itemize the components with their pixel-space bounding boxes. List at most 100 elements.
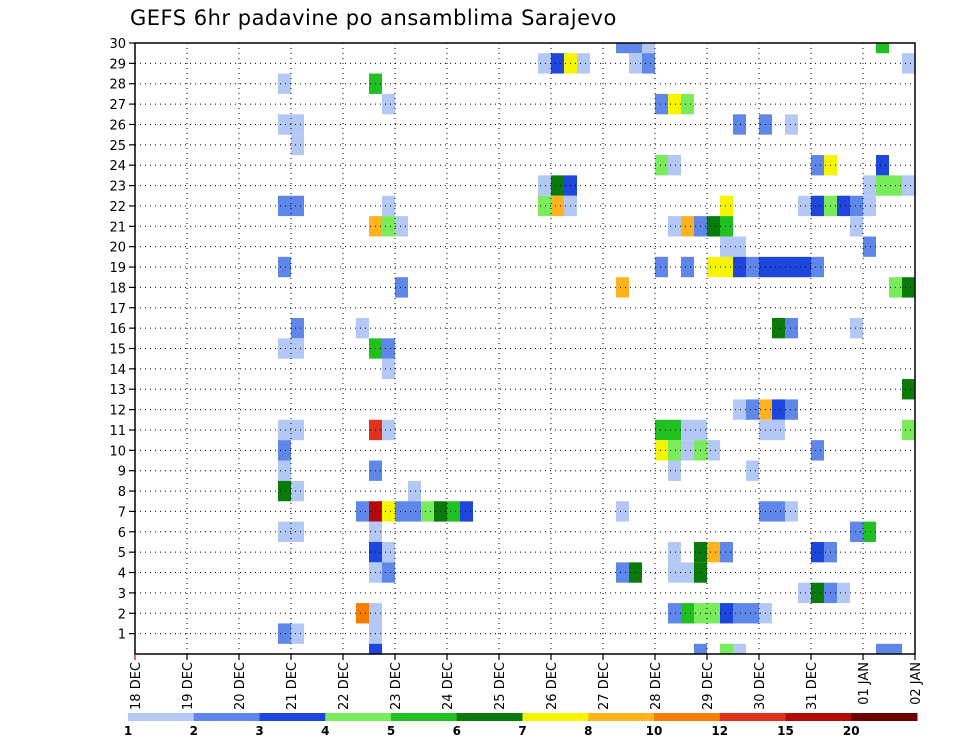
y-tick-label: 8 [118,485,126,500]
legend-label: 8 [584,724,592,738]
heatmap-cell [616,277,629,298]
y-tick-label: 2 [118,607,126,622]
heatmap-cell [655,93,668,115]
heatmap-cell [577,53,590,74]
heatmap-cell [291,623,304,644]
x-tick-label: 31 DEC [805,662,820,710]
legend-swatch [259,713,326,721]
heatmap-cell [707,440,720,461]
heatmap-cell [720,236,746,257]
heatmap-cell [551,53,564,74]
x-tick-label: 01 JAN [857,662,872,705]
x-tick-label: 20 DEC [233,662,248,710]
heatmap-cell [668,93,681,115]
heatmap-cell [681,216,694,237]
y-tick-label: 30 [109,37,126,52]
y-tick-label: 4 [118,567,126,582]
legend-swatch [522,713,589,721]
cells-layer [278,43,915,654]
y-tick-label: 29 [109,57,126,72]
legend-label: 3 [255,724,263,738]
legend-label: 4 [321,724,329,738]
heatmap-cell [382,562,395,583]
heatmap-cell [382,358,395,380]
y-tick-label: 3 [118,587,126,602]
heatmap-cell [668,440,681,461]
x-tick-label: 02 JAN [909,662,924,705]
y-tick-label: 28 [109,78,126,93]
legend-label: 12 [711,724,728,738]
heatmap-cell [369,643,382,654]
y-tick-label: 17 [109,302,126,317]
heatmap-cell [668,155,681,176]
y-tick-label: 10 [109,444,126,459]
legend-label: 7 [518,724,526,738]
heatmap-cell [902,277,915,298]
heatmap-cell [720,195,733,217]
y-tick-label: 11 [109,424,126,439]
y-tick-label: 1 [118,628,126,643]
heatmap-cell [876,155,889,176]
grid-layer [135,43,915,654]
heatmap-cell [642,43,655,54]
x-tick-label: 28 DEC [649,662,664,710]
heatmap-cell [447,501,460,522]
x-tick-label: 26 DEC [545,662,560,710]
y-tick-label: 20 [109,241,126,256]
heatmap-cell [538,175,551,196]
heatmap-cell [616,562,629,583]
heatmap-cell [278,623,291,644]
heatmap-cell [785,317,798,339]
heatmap-cell [278,440,291,461]
heatmap-cell [811,541,824,563]
legend-label: 20 [843,724,860,738]
legend-swatch [588,713,655,721]
heatmap-cell [850,195,863,217]
y-tick-label: 23 [109,180,126,195]
heatmap-cell [382,195,395,217]
heatmap-cell [876,43,889,54]
y-tick-label: 6 [118,526,126,541]
heatmap-cell [733,114,746,135]
y-tick-label: 16 [109,322,126,337]
heatmap-cell [837,195,850,217]
heatmap-cell [720,216,733,237]
heatmap-cell [798,195,811,217]
y-tick-label: 21 [109,220,126,235]
heatmap-cell [421,501,434,522]
legend-swatch [654,713,721,721]
heatmap-cell [811,440,824,461]
x-tick-label: 25 DEC [493,662,508,710]
heatmap-cell [382,338,395,359]
legend-swatch [456,713,523,721]
heatmap-cell [655,155,668,176]
heatmap-cell [694,643,707,654]
heatmap-cell [681,93,694,115]
heatmap-cell [551,195,564,217]
heatmap-cell [278,73,291,94]
x-tick-label: 22 DEC [337,662,352,710]
x-tick-label: 27 DEC [597,662,612,710]
x-tick-label: 19 DEC [181,662,196,710]
heatmap-cell [460,501,473,522]
legend-swatch [719,713,786,721]
heatmap-cell [668,603,681,624]
heatmap-cell [382,216,395,237]
heatmap-cell [382,93,395,115]
heatmap-cell [863,521,876,542]
legend-swatch [128,713,195,721]
y-tick-label: 14 [109,363,126,378]
heatmap-cell [707,541,720,563]
legend-swatch [785,713,852,721]
legend-label: 2 [190,724,198,738]
legend-swatch [391,713,458,721]
y-tick-label: 19 [109,261,126,276]
heatmap-cell [863,195,876,217]
heatmap-cell [616,43,642,54]
x-tick-label: 18 DEC [129,662,144,710]
heatmap-cell [720,603,733,624]
heatmap-cell [278,460,291,481]
heatmap-cell [837,582,850,604]
y-tick-label: 5 [118,546,126,561]
